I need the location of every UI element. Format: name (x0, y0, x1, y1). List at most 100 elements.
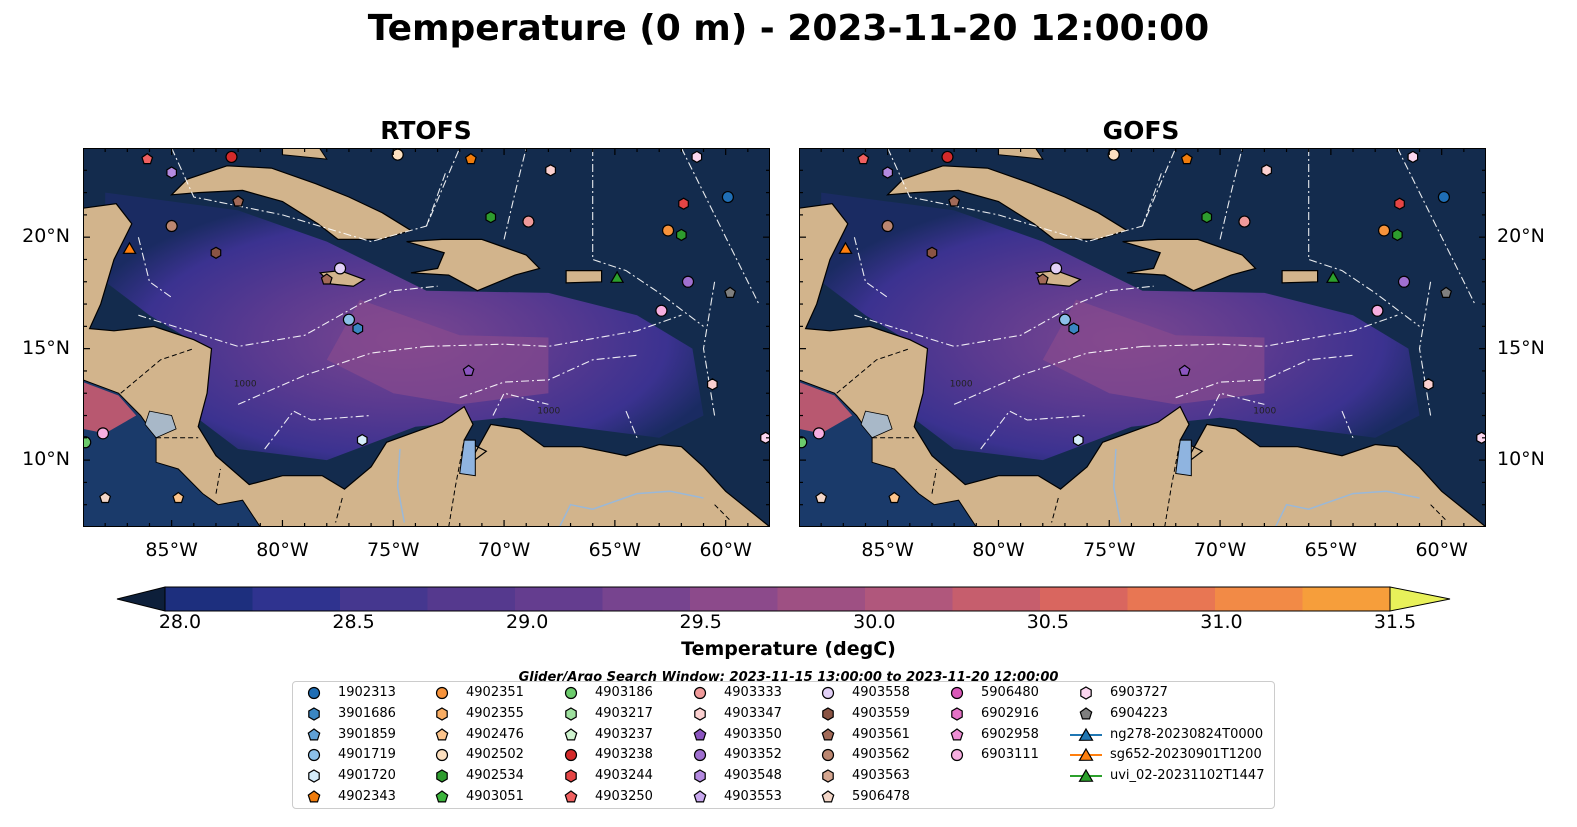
legend-entry: 3901859 (294, 725, 494, 745)
legend-entry: 3901686 (294, 704, 494, 724)
legend-label: 5906478 (852, 789, 910, 804)
legend-entry: 4903333 (680, 683, 880, 703)
contour-label: 1000 (1253, 406, 1276, 416)
legend-marker-icon (307, 790, 321, 803)
platform-marker-4903559 (926, 246, 938, 259)
legend-label: 4903553 (724, 789, 782, 804)
platform-marker-4903333 (522, 215, 535, 228)
legend-entry: 4903553 (680, 787, 880, 807)
legend-marker-icon (693, 727, 707, 741)
legend-label: 4903238 (595, 747, 653, 763)
legend-label: 4903561 (852, 726, 910, 742)
lat-tick-label: 20°N (1497, 225, 1545, 248)
eez-boundary (425, 170, 447, 227)
legend-marker-icon (822, 707, 834, 721)
lake-maracaibo (1175, 439, 1192, 477)
legend-marker-icon (435, 727, 449, 741)
platform-marker-4903250 (857, 152, 870, 165)
eez-boundary (1175, 354, 1354, 399)
platform-marker-4903186 (799, 436, 808, 449)
legend-entry: 6904223 (1066, 704, 1266, 724)
platform-marker-4903561 (1036, 273, 1049, 285)
legend-marker-icon (564, 790, 578, 803)
puerto-rico (1281, 269, 1319, 284)
platform-marker-4903333 (1238, 215, 1251, 228)
colorbar-segment (165, 587, 254, 611)
legend-marker-icon (693, 749, 707, 762)
eez-boundary (887, 148, 1177, 243)
legend-label: 4903244 (595, 768, 653, 784)
platform-marker-4902476 (888, 491, 901, 504)
platform-marker-4902534 (1201, 210, 1213, 224)
colorbar-segment (777, 587, 866, 611)
lon-tick-label: 70°W (477, 539, 531, 561)
legend-entry: 1902313 (294, 683, 494, 703)
lat-tick-label: 10°N (22, 448, 70, 471)
legend-entry: 4903562 (808, 745, 1008, 765)
eez-boundary (625, 410, 638, 439)
eez-boundary (426, 314, 682, 347)
legend-label: 4903563 (852, 768, 910, 784)
eez-boundary (1208, 392, 1265, 416)
legend-entry: 4902476 (422, 725, 622, 745)
eez-boundary (854, 285, 1154, 347)
lon-tick-label: 85°W (145, 539, 198, 561)
eez-boundary (592, 148, 704, 327)
legend-label: 6902958 (981, 726, 1039, 742)
lon-tick-label: 70°W (1193, 539, 1247, 561)
legend-marker-icon (435, 790, 449, 803)
platform-marker-6903111 (1371, 304, 1384, 317)
platform-marker-4903562 (165, 219, 178, 233)
legend-marker-icon (693, 686, 707, 700)
legend-marker-icon (950, 686, 964, 700)
legend-marker-icon (435, 749, 449, 762)
colorbar-tick-label: 28.5 (332, 611, 375, 633)
panel-title-gofs: GOFS (1102, 116, 1180, 145)
legend-marker-icon (308, 707, 320, 721)
lat-tick-label: 15°N (1497, 336, 1545, 359)
legend-marker-icon (950, 749, 964, 762)
warm-patch (326, 299, 549, 405)
platform-marker-4902502 (1107, 148, 1120, 161)
legend-label: 4903352 (724, 747, 782, 763)
legend-entry: 4902534 (422, 766, 622, 786)
colorbar-segment (865, 587, 954, 611)
contour-label: 1000 (234, 380, 257, 390)
platform-marker-4902534 (485, 210, 497, 224)
legend-entry: ng278-20230824T0000 (1066, 725, 1266, 745)
legend-label: sg652-20230901T1200 (1110, 747, 1262, 763)
platform-marker-6903727 (1407, 150, 1419, 164)
legend-entry: 6903111 (937, 745, 1137, 765)
platform-marker-4901719 (342, 313, 356, 326)
legend-entry: 4903558 (808, 683, 1008, 703)
legend-label: 5906480 (981, 685, 1039, 700)
colorbar-segment (690, 587, 779, 611)
legend-label: 4901720 (338, 768, 396, 784)
platform-marker-3901686 (1068, 322, 1080, 335)
lat-tick-label: 10°N (1497, 448, 1545, 471)
legend-entry: 4903548 (680, 766, 880, 786)
lon-tick-label: 85°W (861, 539, 914, 561)
lake-nicaragua (860, 410, 893, 439)
platform-marker-6903727 (760, 431, 770, 444)
eez-boundary (680, 148, 760, 305)
platform-marker-4903186 (83, 436, 92, 449)
legend-label: 4902534 (466, 768, 524, 784)
puerto-rico (565, 269, 603, 284)
legend-entry: 4902502 (422, 745, 622, 765)
legend-entry: 4903186 (551, 683, 751, 703)
legend-entry: 4903051 (422, 787, 622, 807)
platform-marker-4901719 (1058, 313, 1072, 326)
legend-label: 4903186 (595, 685, 653, 700)
country-border (120, 348, 194, 394)
legend-label: 4903558 (852, 685, 910, 700)
legend-marker-icon (821, 727, 835, 741)
colorbar-segment (952, 587, 1041, 611)
legend-entry: 4903347 (680, 704, 880, 724)
eez-boundary (138, 285, 438, 347)
platform-marker-3901686 (352, 322, 364, 335)
legend-label: ng278-20230824T0000 (1110, 726, 1264, 742)
country-border (1051, 497, 1059, 523)
platform-marker-4903244 (1394, 197, 1405, 210)
platform-marker-4902343 (1180, 152, 1193, 165)
